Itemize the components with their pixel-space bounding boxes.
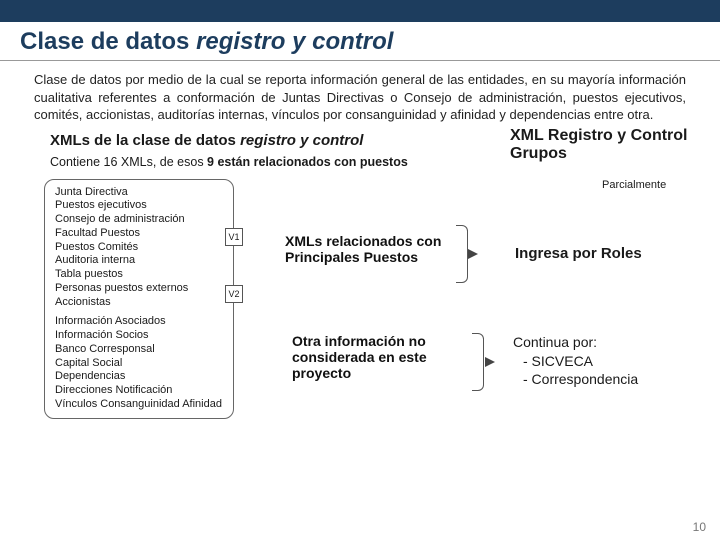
list-item: Direcciones Notificación <box>55 384 225 398</box>
sub2-a: Contiene 16 XMLs, de esos <box>50 155 207 169</box>
ingresa-roles-text: Ingresa por Roles <box>515 245 642 262</box>
list-item: Accionistas <box>55 296 225 310</box>
list-item: Capital Social <box>55 357 225 371</box>
subtitle-plain: XMLs de la clase de datos <box>50 132 240 149</box>
arrow-icon <box>468 249 478 259</box>
list-item: Junta Directiva <box>55 186 225 200</box>
list-item: Personas puestos externos <box>55 282 225 296</box>
bracket-top <box>456 225 468 283</box>
right-heading: XML Registro y Control Grupos <box>510 127 690 163</box>
xml-relacionados-text: XMLs relacionados con Principales Puesto… <box>285 233 445 265</box>
bracket-bottom <box>472 333 484 391</box>
list-item: Vínculos Consanguinidad Afinidad <box>55 398 225 412</box>
continua-head: Continua por: <box>513 333 638 352</box>
continua-por-block: Continua por: - SICVECA- Correspondencia <box>513 333 638 390</box>
sub2-b: 9 están relacionados con puestos <box>207 155 408 169</box>
intro-paragraph: Clase de datos por medio de la cual se r… <box>0 61 720 130</box>
list-item: Dependencias <box>55 370 225 384</box>
xml-group-2: Información AsociadosInformación SociosB… <box>55 315 225 411</box>
list-item: - SICVECA <box>513 352 638 371</box>
title-plain: Clase de datos <box>20 28 196 55</box>
title-italic: registro y control <box>196 28 393 55</box>
list-item: Puestos ejecutivos <box>55 199 225 213</box>
list-item: Puestos Comités <box>55 241 225 255</box>
list-item: Facultad Puestos <box>55 227 225 241</box>
list-item: Información Socios <box>55 329 225 343</box>
xml-group-1: Junta DirectivaPuestos ejecutivosConsejo… <box>55 186 225 310</box>
list-item: Información Asociados <box>55 315 225 329</box>
list-item: Consejo de administración <box>55 213 225 227</box>
otra-informacion-text: Otra información no considerada en este … <box>292 333 462 381</box>
xml-list-box: Junta DirectivaPuestos ejecutivosConsejo… <box>44 179 234 419</box>
list-item: Tabla puestos <box>55 268 225 282</box>
parcialmente-label: Parcialmente <box>602 179 666 191</box>
subtitle-italic: registro y control <box>240 132 363 149</box>
header-bar <box>0 0 720 22</box>
page-number: 10 <box>693 520 706 534</box>
version-badge-v2: V2 <box>225 285 243 303</box>
list-item: Auditoria interna <box>55 254 225 268</box>
main-area: XML Registro y Control Grupos Parcialmen… <box>0 175 720 179</box>
list-item: - Correspondencia <box>513 370 638 389</box>
arrow-icon <box>485 357 495 367</box>
page-title: Clase de datos registro y control <box>0 22 720 61</box>
version-badge-v1: V1 <box>225 228 243 246</box>
list-item: Banco Corresponsal <box>55 343 225 357</box>
